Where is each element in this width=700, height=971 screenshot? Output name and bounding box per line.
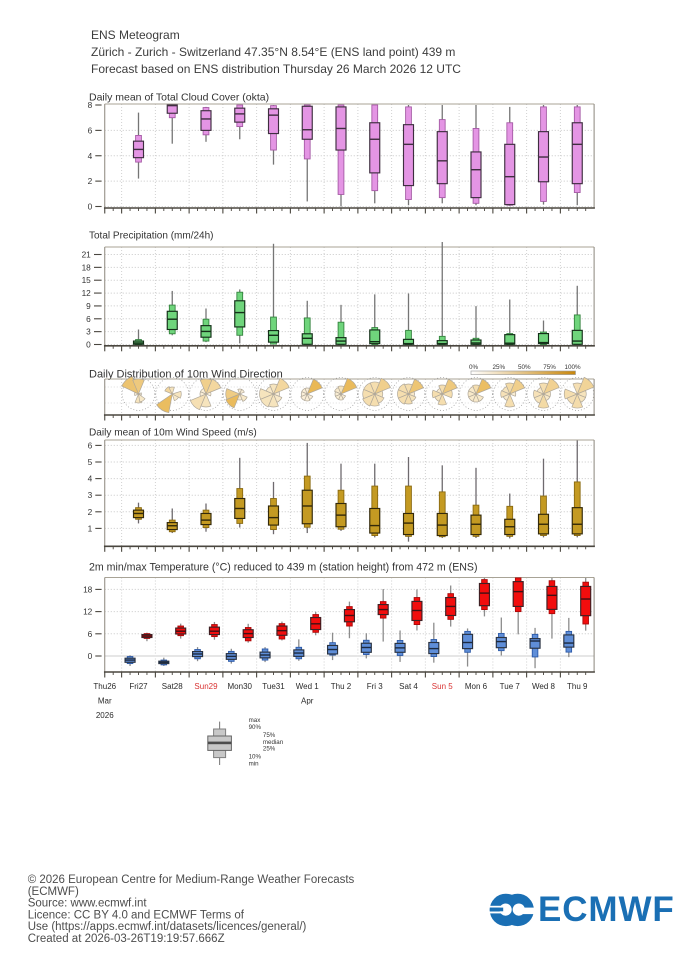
svg-text:Thu26: Thu26 [93,682,116,691]
svg-text:4: 4 [88,151,93,161]
svg-text:Tue31: Tue31 [262,682,285,691]
svg-text:18: 18 [82,262,92,272]
svg-text:Apr: Apr [301,697,314,706]
svg-text:21: 21 [82,250,92,260]
svg-text:Sat28: Sat28 [162,682,183,691]
svg-text:100%: 100% [564,364,581,371]
svg-text:Wed 8: Wed 8 [532,682,556,691]
svg-text:Mon 6: Mon 6 [465,682,488,691]
svg-text:Tue 7: Tue 7 [500,682,521,691]
svg-text:3: 3 [86,327,91,337]
svg-text:© 2026 European Centre for Med: © 2026 European Centre for Medium-Range … [28,874,355,886]
svg-text:3: 3 [88,490,93,500]
svg-text:Total Precipitation (mm/24h): Total Precipitation (mm/24h) [89,231,214,242]
svg-text:2: 2 [88,507,93,517]
svg-text:Source: www.ecmwf.int: Source: www.ecmwf.int [28,898,148,910]
svg-text:75%: 75% [543,364,556,371]
svg-text:(ECMWF): (ECMWF) [28,886,79,898]
svg-text:12: 12 [82,288,92,298]
svg-text:12: 12 [83,607,93,617]
svg-text:Fri 3: Fri 3 [367,682,384,691]
svg-text:0: 0 [88,651,93,661]
svg-text:Sun 5: Sun 5 [432,682,453,691]
svg-text:Zürich - Zurich - Switzerland: Zürich - Zurich - Switzerland 47.35°N 8.… [91,45,455,59]
svg-text:0%: 0% [469,364,479,371]
svg-text:25%: 25% [263,745,276,752]
svg-text:6: 6 [86,314,91,324]
svg-text:Mon30: Mon30 [228,682,253,691]
svg-text:median: median [263,739,284,746]
svg-text:4: 4 [88,474,93,484]
svg-text:Thu 9: Thu 9 [567,682,588,691]
svg-text:6: 6 [88,440,93,450]
svg-text:Sun29: Sun29 [194,682,218,691]
svg-text:90%: 90% [249,724,262,731]
svg-text:2026: 2026 [96,711,114,720]
svg-text:8: 8 [88,100,93,110]
svg-text:0: 0 [86,340,91,350]
svg-text:6: 6 [88,125,93,135]
svg-text:Thu 2: Thu 2 [331,682,352,691]
svg-text:25%: 25% [492,364,505,371]
svg-text:ENS Meteogram: ENS Meteogram [91,28,180,42]
svg-text:10%: 10% [249,754,262,761]
svg-text:6: 6 [88,629,93,639]
svg-text:Licence: CC BY 4.0 and ECMWF T: Licence: CC BY 4.0 and ECMWF Terms of [28,909,245,921]
svg-text:Fri27: Fri27 [129,682,148,691]
svg-text:18: 18 [83,584,93,594]
svg-text:Wed 1: Wed 1 [296,682,320,691]
svg-text:ECMWF: ECMWF [538,890,675,929]
svg-text:15: 15 [82,275,92,285]
svg-text:50%: 50% [518,364,531,371]
svg-text:min: min [249,760,260,767]
svg-text:2m min/max Temperature (°C) re: 2m min/max Temperature (°C) reduced to 4… [89,561,478,573]
svg-text:Use (https://apps.ecmwf.int/da: Use (https://apps.ecmwf.int/datasets/lic… [28,921,307,933]
svg-text:Daily mean of 10m Wind Speed (: Daily mean of 10m Wind Speed (m/s) [89,428,257,439]
svg-text:1: 1 [88,523,93,533]
svg-text:Daily mean of Total Cloud Cove: Daily mean of Total Cloud Cover (okta) [89,91,269,103]
svg-text:2: 2 [88,176,93,186]
svg-text:Created at 2026-03-26T19:19:57: Created at 2026-03-26T19:19:57.666Z [28,933,225,945]
svg-text:5: 5 [88,457,93,467]
svg-text:75%: 75% [263,732,276,739]
svg-text:Forecast based on ENS distribu: Forecast based on ENS distribution Thurs… [91,62,461,76]
svg-text:Sat 4: Sat 4 [399,682,418,691]
svg-text:0: 0 [88,202,93,212]
svg-text:max: max [249,717,262,724]
svg-text:Mar: Mar [98,697,112,706]
svg-text:9: 9 [86,301,91,311]
